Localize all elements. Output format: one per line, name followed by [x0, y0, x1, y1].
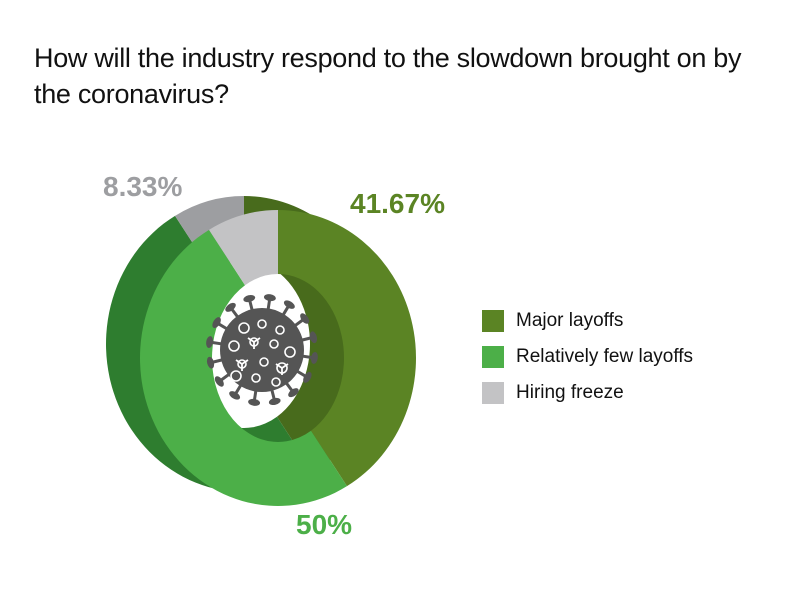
legend-label-hiring-freeze: Hiring freeze: [516, 382, 624, 403]
legend-label-major-layoffs: Major layoffs: [516, 310, 624, 331]
slice-relatively-few-layoffs: [140, 229, 347, 507]
chart-title: How will the industry respond to the slo…: [34, 43, 742, 109]
legend-item-relatively-few-layoffs: Relatively few layoffs: [482, 339, 693, 375]
legend-swatch-relatively-few-layoffs: [482, 346, 504, 368]
legend: Major layoffs Relatively few layoffs Hir…: [482, 303, 693, 411]
slice-major-layoffs: [278, 210, 417, 487]
data-labels: 41.67% 50% 8.33%: [103, 171, 445, 540]
coronavirus-icon: [206, 294, 318, 406]
data-label-major-layoffs: 41.67%: [350, 188, 445, 219]
slice-hiring-freeze: [209, 210, 278, 286]
legend-label-relatively-few-layoffs: Relatively few layoffs: [516, 346, 694, 367]
data-label-relatively-few-layoffs: 50%: [296, 509, 352, 540]
data-label-hiring-freeze: 8.33%: [103, 171, 182, 202]
legend-swatch-hiring-freeze: [482, 382, 504, 404]
legend-item-major-layoffs: Major layoffs: [482, 303, 693, 339]
legend-item-hiring-freeze: Hiring freeze: [482, 375, 693, 411]
legend-swatch-major-layoffs: [482, 310, 504, 332]
